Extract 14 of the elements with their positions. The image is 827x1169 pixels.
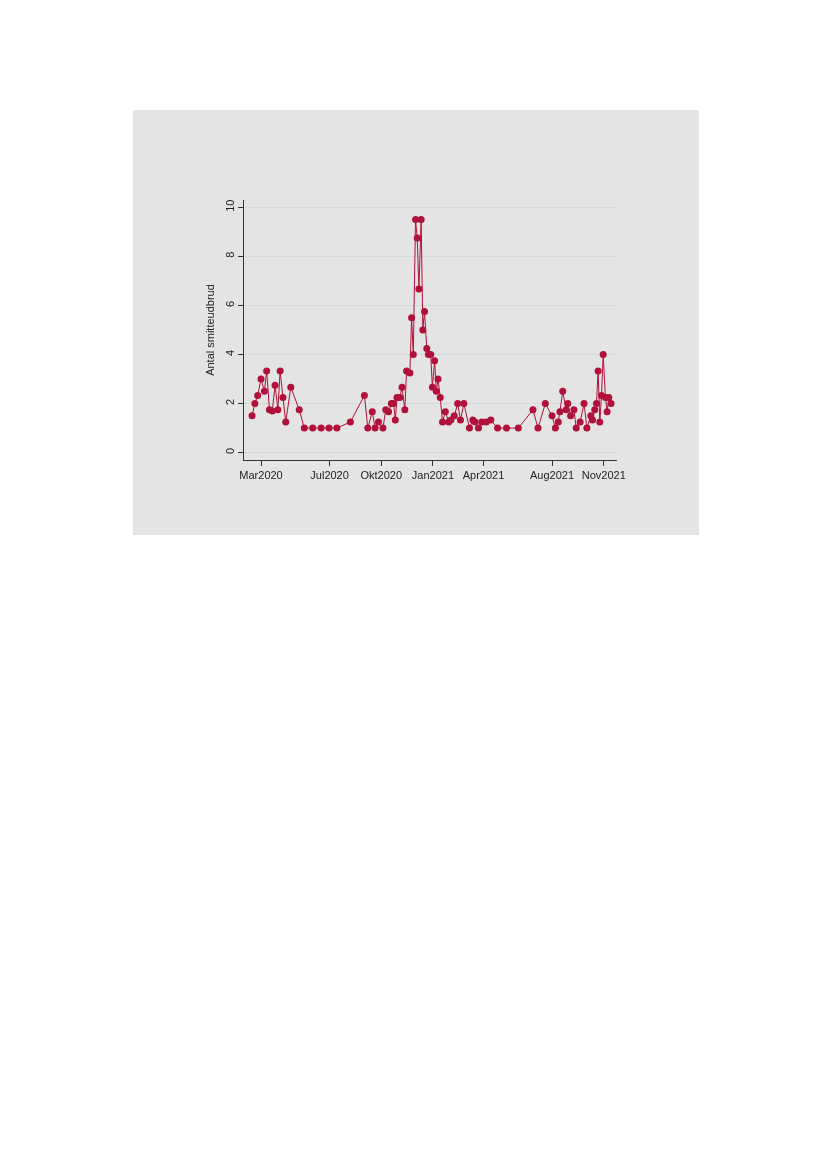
y-tick-label: 6: [223, 300, 236, 307]
y-tick-label: 2: [223, 398, 236, 405]
x-tick-label: Okt2020: [360, 469, 403, 482]
y-tick-label: 4: [223, 349, 236, 356]
x-tick-label: Apr2021: [462, 469, 505, 482]
x-tick-label: Jan2021: [411, 469, 455, 482]
y-tick-label: 8: [223, 251, 236, 258]
x-tick-label: Aug2021: [530, 469, 575, 482]
y-axis-title: Antal smitteudbrud: [204, 284, 217, 376]
y-tick-label: 0: [223, 447, 236, 455]
x-tick-label: Nov2021: [581, 469, 626, 482]
x-tick-label: Jul2020: [310, 469, 349, 482]
x-tick-label: Mar2020: [239, 469, 283, 482]
y-tick-label: 10: [223, 199, 236, 212]
